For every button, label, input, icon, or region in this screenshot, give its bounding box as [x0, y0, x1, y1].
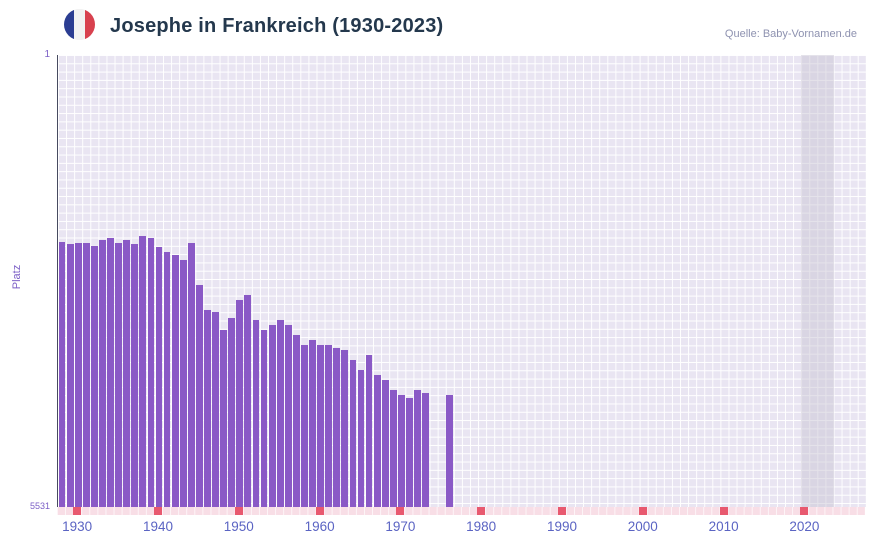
bar-1929[interactable] — [66, 243, 74, 507]
bar-1950[interactable] — [236, 300, 244, 507]
x-tick-label-1980: 1980 — [466, 519, 497, 534]
x-tick-label-2010: 2010 — [708, 519, 739, 534]
plot-area — [57, 55, 866, 507]
bar-1963[interactable] — [341, 350, 349, 507]
x-tick-label-1970: 1970 — [385, 519, 416, 534]
bar-1959[interactable] — [309, 340, 316, 507]
decade-tick-marker-2000 — [638, 507, 647, 515]
bar-1935[interactable] — [115, 242, 122, 507]
bar-1967[interactable] — [373, 374, 381, 507]
y-axis-title: Platz — [11, 264, 23, 290]
bar-1973[interactable] — [422, 393, 430, 507]
decade-tick-marker-1940 — [154, 507, 162, 515]
x-tick-labels: 1930 1940 1950 1960 1970 1980 1990 2000 2010 2020 — [57, 519, 865, 537]
bar-1941[interactable] — [163, 252, 171, 507]
bar-1966[interactable] — [365, 354, 373, 507]
bar-1949[interactable] — [228, 318, 236, 507]
bar-1944[interactable] — [187, 242, 195, 507]
decade-tick-marker-1990 — [558, 507, 566, 515]
bar-1930[interactable] — [74, 242, 82, 507]
bar-1970[interactable] — [398, 394, 405, 507]
bar-1962[interactable] — [333, 347, 341, 507]
bar-1954[interactable] — [268, 325, 276, 507]
bar-1942[interactable] — [171, 255, 179, 507]
decade-tick-marker-1950 — [234, 507, 243, 515]
bar-1937[interactable] — [131, 244, 139, 507]
x-tick-label-1930: 1930 — [62, 519, 93, 534]
decade-tick-marker-1970 — [396, 507, 405, 515]
bar-1955[interactable] — [276, 320, 284, 507]
bar-1932[interactable] — [90, 246, 98, 507]
y-axis-bottom-label: 5531 — [29, 501, 50, 511]
bar-1971[interactable] — [406, 398, 413, 507]
bar-1951[interactable] — [244, 295, 252, 507]
x-tick-label-1950: 1950 — [223, 519, 254, 534]
x-axis-strip — [57, 507, 865, 515]
x-tick-label-2000: 2000 — [627, 519, 658, 534]
bar-1958[interactable] — [301, 345, 308, 507]
bar-1952[interactable] — [252, 320, 260, 507]
bar-1940[interactable] — [155, 247, 163, 507]
decade-tick-marker-1930 — [73, 507, 82, 515]
x-tick-label-1940: 1940 — [142, 519, 174, 534]
bar-1968[interactable] — [381, 379, 389, 507]
bar-1938[interactable] — [139, 235, 147, 507]
page-title: Josephe in Frankreich (1930-2023) — [110, 15, 444, 37]
bar-1931[interactable] — [82, 243, 90, 507]
bar-1943[interactable] — [179, 260, 187, 507]
bar-1939[interactable] — [147, 237, 155, 507]
bar-1947[interactable] — [212, 311, 219, 507]
decade-tick-marker-2020 — [800, 507, 809, 515]
y-axis-top-label: 1 — [44, 49, 50, 60]
flag-stripe-white — [74, 9, 85, 40]
flag-stripe-blue — [64, 9, 75, 40]
bar-1957[interactable] — [292, 334, 300, 507]
bar-1964[interactable] — [349, 360, 357, 507]
france-flag-icon — [64, 9, 95, 40]
bar-1956[interactable] — [284, 325, 292, 507]
bar-1946[interactable] — [204, 309, 211, 507]
recent-years-band — [801, 55, 834, 507]
bar-1934[interactable] — [107, 238, 114, 507]
x-tick-label-2020: 2020 — [789, 519, 820, 534]
bar-1948[interactable] — [220, 329, 228, 507]
bar-1976[interactable] — [446, 394, 454, 507]
bar-1961[interactable] — [325, 345, 333, 507]
flag-stripe-red — [84, 9, 95, 40]
bar-1960[interactable] — [317, 345, 324, 507]
bar-1969[interactable] — [389, 390, 397, 507]
decade-tick-marker-1980 — [477, 507, 486, 515]
bar-1945[interactable] — [196, 285, 203, 507]
bar-1936[interactable] — [123, 240, 131, 507]
decade-tick-marker-2010 — [719, 507, 728, 515]
bar-1972[interactable] — [414, 390, 421, 507]
bar-1953[interactable] — [260, 329, 268, 507]
x-tick-label-1960: 1960 — [304, 519, 335, 534]
bar-1928[interactable] — [58, 242, 66, 507]
x-tick-label-1990: 1990 — [546, 519, 578, 534]
source-link[interactable]: Quelle: Baby-Vornamen.de — [724, 28, 857, 40]
bar-1933[interactable] — [99, 239, 106, 507]
decade-tick-marker-1960 — [315, 507, 324, 515]
bar-1965[interactable] — [357, 370, 365, 507]
